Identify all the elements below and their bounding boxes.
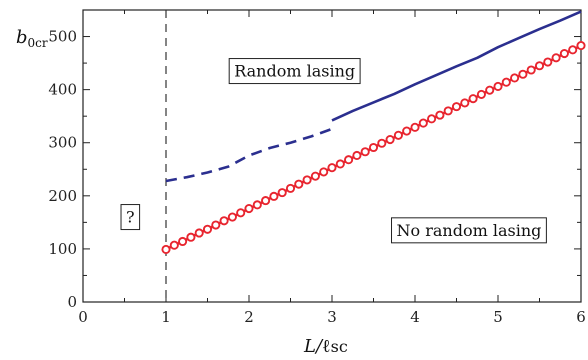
- data-point: [377, 138, 387, 148]
- data-point: [310, 171, 320, 181]
- annotation-frame: [228, 58, 361, 85]
- data-point: [559, 48, 569, 59]
- data-point: [194, 228, 204, 238]
- data-point: [526, 65, 536, 75]
- data-point: [335, 159, 345, 169]
- series-layer: [161, 10, 586, 302]
- data-point: [518, 69, 528, 79]
- x-tick-label: 2: [244, 308, 254, 326]
- y-tick-label: 500: [48, 28, 77, 46]
- data-point: [485, 85, 495, 95]
- data-point: [510, 73, 520, 83]
- data-point: [227, 212, 237, 222]
- data-point: [277, 188, 287, 198]
- data-point: [319, 167, 329, 177]
- data-point: [576, 41, 586, 51]
- axis-tick-labels: 0 1 2 3 4 5 6 0 100 200 300 400 500: [48, 28, 585, 326]
- data-point: [418, 118, 428, 128]
- data-point: [211, 220, 221, 230]
- annotation-box-2: ?: [120, 204, 141, 231]
- data-point: [534, 61, 545, 71]
- data-point: [219, 216, 229, 226]
- data-point: [244, 204, 254, 214]
- data-point: [186, 232, 196, 242]
- data-point: [443, 106, 453, 116]
- data-point: [169, 240, 179, 250]
- x-tick-label: 4: [410, 308, 420, 326]
- data-point: [202, 224, 213, 234]
- annotation-text: ?: [126, 208, 135, 227]
- x-tick-label: 6: [576, 308, 586, 326]
- data-point: [427, 114, 437, 124]
- annotation-text: No random lasing: [397, 221, 542, 240]
- y-tick-label: 300: [48, 134, 77, 152]
- x-tick-label: 0: [78, 308, 88, 326]
- x-tick-label: 5: [493, 308, 503, 326]
- data-point: [269, 191, 279, 201]
- data-point: [410, 122, 420, 132]
- y-tick-label: 0: [67, 293, 77, 311]
- data-point: [161, 244, 171, 254]
- data-point: [451, 102, 462, 112]
- data-point: [261, 196, 271, 206]
- series-line-0: [165, 127, 333, 183]
- annotation-box-0: Random lasing: [228, 58, 361, 85]
- data-point: [393, 130, 403, 140]
- data-point: [178, 236, 188, 247]
- data-point: [360, 147, 370, 157]
- data-point: [402, 126, 412, 136]
- data-point: [302, 175, 312, 185]
- axis-ticks: [82, 9, 582, 303]
- data-point: [501, 77, 511, 87]
- data-point: [285, 183, 296, 193]
- data-point: [543, 57, 553, 67]
- data-point: [568, 45, 578, 55]
- data-point: [294, 179, 304, 189]
- data-point: [551, 53, 561, 63]
- annotations: Random lasing No random lasing?: [120, 58, 547, 244]
- data-point: [352, 150, 362, 161]
- data-point: [385, 134, 395, 145]
- annotation-frame: [120, 204, 141, 231]
- series-line-1: [331, 10, 582, 122]
- y-tick-label: 100: [48, 240, 77, 258]
- plot-frame: [82, 9, 582, 303]
- data-point: [435, 110, 445, 120]
- data-point: [493, 81, 503, 92]
- y-tick-label: 400: [48, 81, 77, 99]
- y-axis-title: b0cr: [16, 27, 48, 50]
- data-point: [327, 163, 337, 173]
- data-point: [476, 89, 486, 99]
- data-point: [368, 142, 379, 153]
- x-axis-title: L/ℓsc: [303, 336, 348, 357]
- x-tick-label: 3: [327, 308, 337, 326]
- data-point: [236, 208, 246, 218]
- annotation-frame: [391, 217, 547, 244]
- data-point: [252, 200, 262, 210]
- data-point: [460, 98, 470, 108]
- y-tick-label: 200: [48, 187, 77, 205]
- annotation-box-1: No random lasing: [391, 217, 547, 244]
- data-point: [468, 94, 478, 104]
- x-tick-label: 1: [161, 308, 171, 326]
- annotation-text: Random lasing: [234, 62, 355, 81]
- data-point: [344, 155, 354, 165]
